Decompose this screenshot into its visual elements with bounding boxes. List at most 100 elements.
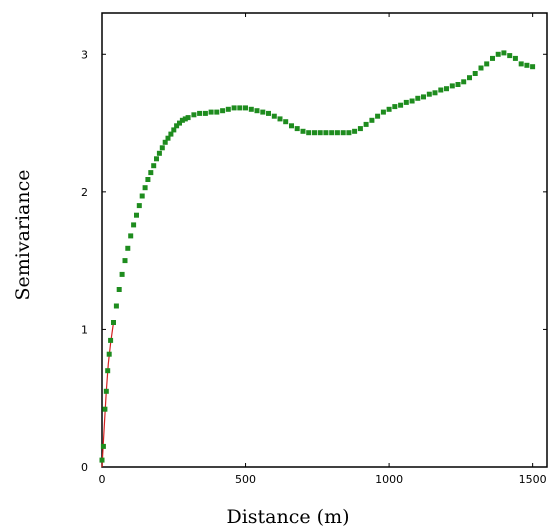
data-point: [171, 127, 177, 133]
data-point: [266, 110, 271, 116]
data-point: [99, 457, 105, 463]
data-point: [191, 112, 197, 118]
data-point: [306, 130, 312, 136]
data-point: [426, 91, 432, 97]
y-tick-label: 0: [81, 461, 88, 474]
data-point: [154, 156, 159, 162]
x-tick-label: 1500: [519, 473, 547, 486]
data-point: [392, 104, 398, 110]
data-point: [214, 109, 220, 115]
data-point: [162, 139, 168, 145]
data-point: [119, 271, 125, 277]
data-point: [102, 406, 108, 412]
data-point: [478, 65, 484, 71]
y-tick-label: 3: [81, 48, 88, 61]
data-point: [461, 79, 467, 85]
x-tick-label: 0: [99, 473, 106, 486]
data-point: [312, 130, 317, 136]
data-point: [352, 128, 358, 134]
data-point: [472, 71, 478, 76]
data-point: [340, 130, 346, 136]
data-point: [182, 116, 188, 122]
data-point: [197, 110, 203, 116]
data-point: [248, 106, 254, 112]
data-point: [277, 116, 283, 122]
data-point: [122, 258, 128, 264]
data-point: [518, 61, 524, 67]
data-point: [432, 90, 438, 96]
data-point: [369, 117, 375, 123]
data-point: [455, 82, 461, 87]
data-point: [231, 105, 237, 111]
data-point: [100, 443, 106, 449]
x-tick-label: 1000: [375, 473, 403, 486]
data-point: [151, 163, 157, 169]
data-point: [444, 86, 449, 92]
data-point: [136, 203, 142, 209]
data-point: [334, 130, 340, 136]
data-point: [108, 337, 114, 343]
data-point: [156, 150, 162, 156]
data-point: [329, 130, 335, 136]
data-point: [142, 185, 148, 191]
plot-frame: [101, 12, 548, 468]
data-point: [375, 113, 381, 119]
data-point: [380, 109, 386, 115]
data-point: [139, 193, 145, 199]
data-point: [185, 115, 191, 121]
data-point: [415, 95, 421, 101]
data-point: [159, 145, 165, 151]
data-point: [346, 130, 352, 136]
data-point: [501, 50, 507, 56]
data-point: [363, 121, 369, 127]
data-point: [271, 113, 277, 119]
data-point: [357, 126, 363, 132]
data-point: [507, 53, 513, 59]
y-axis-ticks: 0 1 2 3: [81, 48, 547, 474]
data-point: [386, 106, 392, 112]
data-point: [165, 135, 171, 141]
data-point: [225, 106, 231, 112]
data-point: [530, 64, 536, 70]
data-points-group: [99, 50, 536, 463]
data-point: [237, 105, 243, 111]
data-point: [467, 75, 472, 81]
data-point: [495, 51, 501, 57]
data-point: [208, 109, 214, 115]
data-point: [409, 98, 415, 104]
x-axis-title: Distance (m): [226, 506, 349, 528]
data-point: [111, 320, 116, 325]
data-point: [168, 131, 174, 137]
y-tick-label: 1: [81, 323, 88, 336]
data-point: [179, 117, 185, 123]
data-point: [116, 287, 122, 292]
data-point: [283, 119, 289, 125]
data-point: [524, 62, 530, 68]
data-point: [512, 55, 518, 61]
data-point: [323, 130, 329, 136]
data-point: [289, 123, 294, 129]
data-point: [128, 233, 134, 239]
data-point: [438, 87, 444, 93]
data-point: [294, 126, 300, 132]
y-tick-label: 2: [81, 186, 88, 199]
data-point: [421, 94, 426, 100]
data-point: [484, 61, 490, 67]
data-point: [490, 55, 495, 61]
x-axis-ticks: 0 500 1000 1500: [99, 13, 547, 486]
data-point: [134, 212, 139, 218]
data-point: [105, 368, 111, 374]
data-point: [177, 120, 182, 126]
data-point: [398, 102, 404, 108]
y-axis-title: Semivariance: [12, 169, 34, 300]
data-point: [131, 222, 137, 228]
data-point: [145, 177, 151, 182]
data-point: [113, 303, 119, 309]
data-point: [220, 108, 226, 114]
data-point: [174, 123, 180, 129]
data-point: [103, 388, 109, 394]
data-point: [300, 128, 306, 134]
x-tick-label: 500: [235, 473, 256, 486]
data-point: [202, 110, 208, 116]
